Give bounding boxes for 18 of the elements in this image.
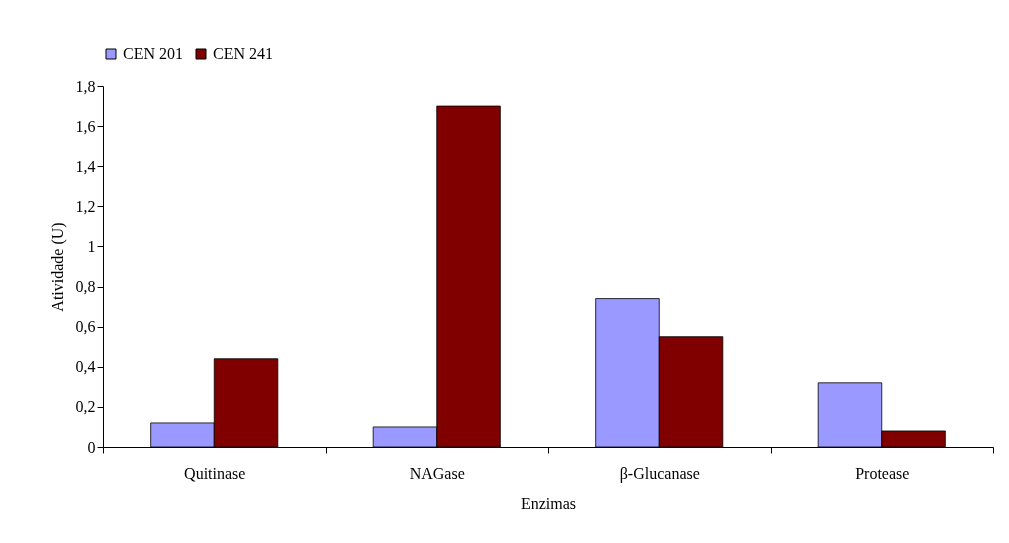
y-tick-label: 1,6 [75, 117, 96, 135]
y-tick-label: 1 [87, 237, 96, 255]
y-tick-label: 1,8 [75, 77, 96, 95]
legend-label: CEN 241 [213, 45, 273, 62]
y-tick-label: 0 [87, 438, 96, 456]
x-tick-label: Quitinase [184, 464, 246, 482]
x-tick-label: β-Glucanase [619, 464, 700, 483]
y-tick-label: 0,4 [75, 358, 96, 376]
y-tick-label: 0,6 [75, 318, 96, 336]
x-axis-title: Enzimas [520, 494, 577, 512]
x-tick-label: NAGase [409, 464, 465, 482]
y-tick-label: 1,2 [75, 197, 96, 215]
y-tick-label: 1,4 [75, 157, 96, 175]
x-tick-label: Protease [855, 464, 910, 482]
y-axis-title: Atividade (U) [48, 222, 67, 312]
y-tick-label: 0,2 [75, 398, 96, 416]
legend-label: CEN 201 [123, 45, 183, 62]
y-tick-label: 0,8 [75, 278, 96, 296]
